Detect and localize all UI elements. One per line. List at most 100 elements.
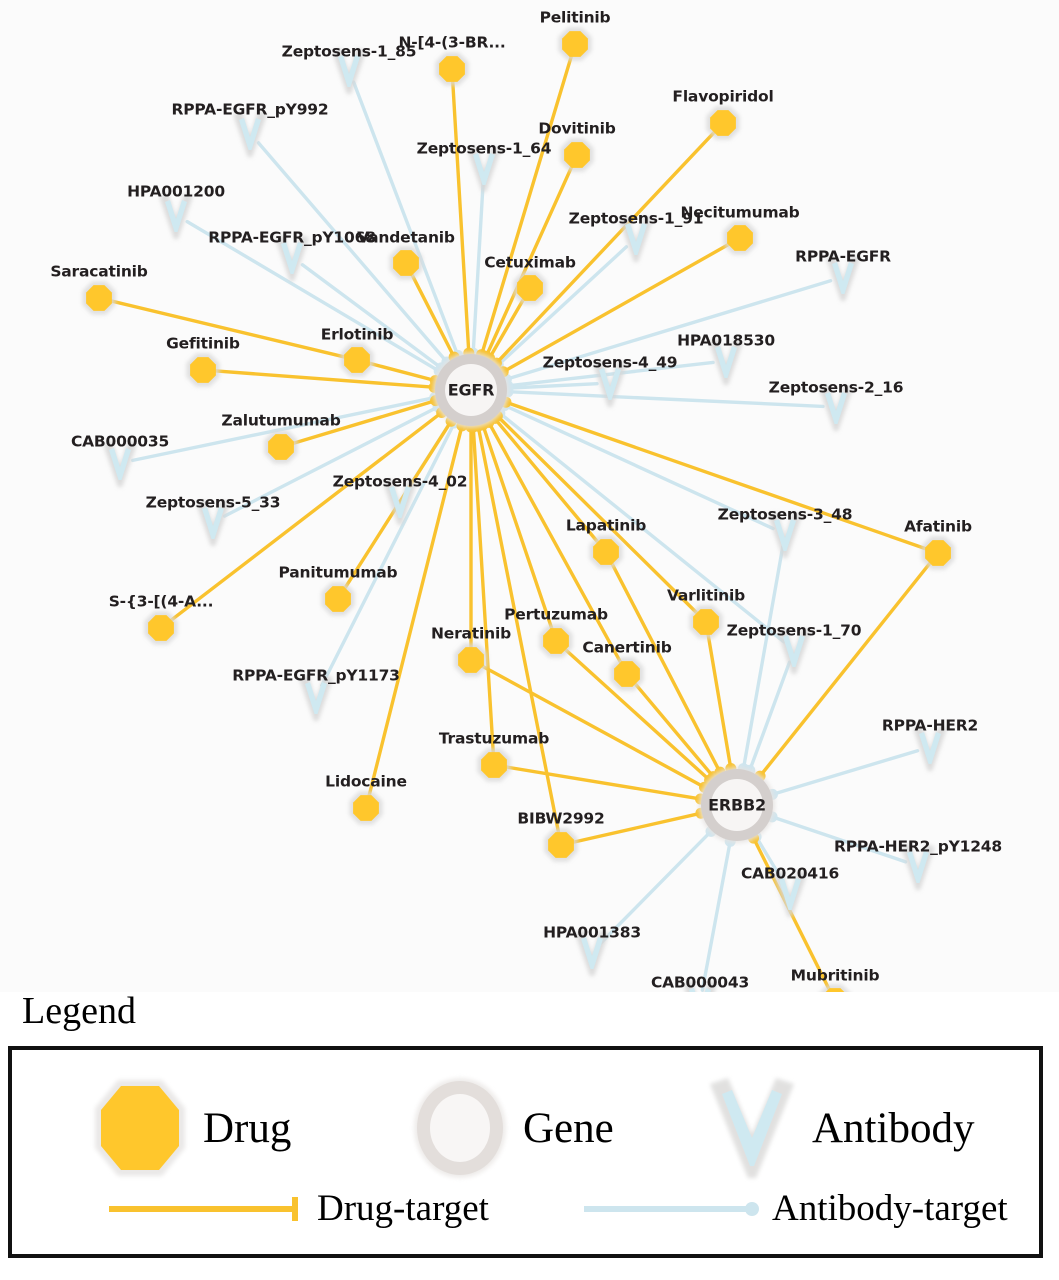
drug-node[interactable]: [82, 281, 116, 315]
drug-node[interactable]: [723, 221, 757, 255]
legend-item-drug: Drug: [87, 1072, 291, 1184]
drug-target-edge: [493, 412, 699, 615]
legend-item-antibody: Antibody: [702, 1072, 974, 1184]
octagon-icon: [393, 250, 419, 276]
antibody-node[interactable]: [819, 385, 853, 431]
drug-target-edge: [451, 80, 471, 358]
antibody-target-edge: [494, 245, 629, 369]
antibody-node[interactable]: [383, 479, 417, 525]
antibody-target-edge: [131, 395, 440, 463]
drug-target-edge: [501, 399, 928, 551]
chevron-icon: [832, 262, 854, 294]
antibody-target-edge: [185, 219, 444, 375]
drug-node[interactable]: [513, 271, 547, 305]
antibody-target-edge: [500, 402, 775, 531]
antibody-node[interactable]: [299, 675, 333, 721]
antibody-target-edge: [747, 660, 792, 775]
octagon-icon: [268, 434, 294, 460]
antibody-target-edge: [300, 263, 446, 372]
drug-node[interactable]: [321, 582, 355, 616]
antibody-node[interactable]: [275, 235, 309, 281]
antibody-node[interactable]: [826, 255, 860, 301]
drug-target-edge: [706, 633, 734, 774]
antibody-node[interactable]: [332, 48, 366, 94]
drug-target-edge: [563, 648, 714, 784]
drug-node[interactable]: [144, 611, 178, 645]
chevron-icon: [305, 682, 327, 714]
legend-label-drug: Drug: [203, 1104, 292, 1152]
drug-node[interactable]: [558, 27, 592, 61]
antibody-target-edge: [471, 179, 485, 358]
drug-target-edge: [471, 422, 495, 754]
drug-node[interactable]: [560, 138, 594, 172]
drug-node[interactable]: [610, 657, 644, 691]
antibody-node[interactable]: [103, 441, 137, 487]
drug-node[interactable]: [435, 52, 469, 86]
network-graph[interactable]: [0, 0, 1059, 1000]
antibody-node[interactable]: [773, 871, 807, 917]
octagon-icon: [86, 285, 112, 311]
chevron-icon: [338, 55, 360, 87]
octagon-icon: [543, 628, 569, 654]
network-canvas[interactable]: Zeptosens-1_85 RPPA-EGFR_pY992 HPA001200 Ze…: [0, 0, 1059, 1000]
antibody-halo: [159, 193, 193, 239]
drug-node[interactable]: [389, 246, 423, 280]
gene-nodes-layer[interactable]: [433, 352, 775, 843]
antibody-nodes-layer[interactable]: [103, 48, 947, 1000]
drug-node[interactable]: [544, 828, 578, 862]
drug-node[interactable]: [539, 624, 573, 658]
antibody-target-edge: [503, 360, 715, 388]
octagon-icon: [325, 586, 351, 612]
antibody-node[interactable]: [619, 216, 653, 262]
antibody-node[interactable]: [901, 844, 935, 890]
antibody-halo: [103, 441, 137, 487]
antibody-target-edge-icon: [584, 1201, 759, 1216]
drug-node[interactable]: [186, 353, 220, 387]
antibody-node[interactable]: [196, 500, 230, 546]
chevron-icon: [825, 392, 847, 424]
drug-node[interactable]: [477, 748, 511, 782]
octagon-icon: [693, 609, 719, 635]
antibody-node[interactable]: [777, 628, 811, 674]
legend-item-gene: Gene: [407, 1072, 614, 1184]
antibody-node[interactable]: [467, 146, 501, 192]
drug-node[interactable]: [264, 430, 298, 464]
drug-target-edge: [475, 421, 561, 834]
drug-node[interactable]: [589, 535, 623, 569]
drug-node[interactable]: [340, 343, 374, 377]
drug-target-edge: [479, 54, 573, 360]
antibody-halo: [299, 675, 333, 721]
antibody-node[interactable]: [593, 361, 627, 407]
legend-label-gene: Gene: [523, 1104, 614, 1152]
drug-node[interactable]: [454, 643, 488, 677]
gene-node-egfr[interactable]: [433, 352, 509, 428]
gene-node-label: ERBB2: [708, 795, 766, 815]
octagon-icon: [95, 1080, 185, 1176]
legend-label-antibody-target: Antibody-target: [772, 1188, 1008, 1229]
drug-node[interactable]: [921, 536, 955, 570]
drug-node[interactable]: [689, 605, 723, 639]
antibody-halo: [913, 725, 947, 771]
drug-node[interactable]: [706, 106, 740, 140]
octagon-icon: [344, 347, 370, 373]
drug-node[interactable]: [349, 791, 383, 825]
antibody-target-edge: [501, 279, 833, 382]
octagon-icon: [925, 540, 951, 566]
antibody-halo: [196, 500, 230, 546]
octagon-icon: [353, 795, 379, 821]
antibody-node[interactable]: [709, 339, 743, 385]
antibody-node[interactable]: [575, 930, 609, 976]
antibody-node[interactable]: [913, 725, 947, 771]
legend-label-antibody: Antibody: [812, 1104, 975, 1152]
chevron-icon: [783, 635, 805, 667]
antibody-node[interactable]: [768, 512, 802, 558]
octagon-icon: [439, 56, 465, 82]
antibody-node[interactable]: [159, 193, 193, 239]
antibody-target-edge: [767, 749, 920, 797]
octagon-icon: [710, 110, 736, 136]
drug-target-edge: [410, 272, 458, 362]
antibody-node[interactable]: [233, 111, 267, 157]
antibody-halo: [619, 216, 653, 262]
drug-nodes-layer[interactable]: [82, 27, 955, 1000]
gene-node-erbb2[interactable]: [699, 767, 775, 843]
